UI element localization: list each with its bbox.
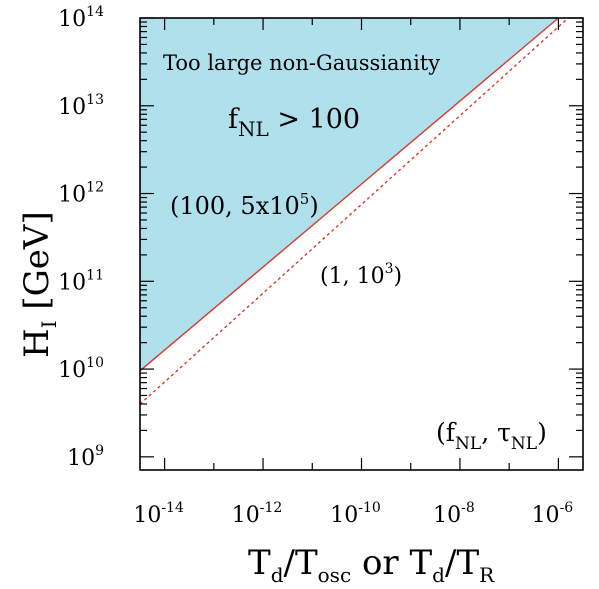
series-label-100: (100, 5x105) [170, 190, 319, 220]
region-label: Too large non-Gaussianity [163, 51, 440, 75]
y-tick-label: 1012 [58, 180, 104, 208]
y-tick-label: 1010 [58, 355, 104, 383]
y-axis-ticks: 109 1010 1011 1012 1013 1014 [58, 4, 583, 471]
x-tick-label: 10-12 [232, 500, 283, 528]
x-axis-title: Td/Tosc or Td/TR [248, 543, 495, 587]
y-tick-label: 1013 [58, 92, 104, 120]
fnl-condition-label: fNL > 100 [228, 104, 360, 141]
x-tick-label: 10-6 [532, 500, 574, 528]
x-axis-ticks: 10-14 10-12 10-10 10-8 10-6 [133, 18, 573, 528]
x-tick-label: 10-10 [330, 500, 381, 528]
y-tick-label: 109 [67, 443, 104, 471]
x-tick-label: 10-14 [133, 500, 184, 528]
y-tick-label: 1014 [58, 4, 104, 32]
series-line-fnl1-taunl1e3 [139, 17, 569, 405]
legend-pair-label: (fNL, τNL) [436, 418, 547, 454]
x-tick-label: 10-8 [433, 500, 475, 528]
series-label-1: (1, 103) [320, 261, 402, 289]
series-line-fnl100-taunl5e5 [139, 17, 559, 372]
y-tick-label: 1011 [58, 267, 104, 295]
y-axis-title: HI [GeV] [17, 211, 61, 358]
